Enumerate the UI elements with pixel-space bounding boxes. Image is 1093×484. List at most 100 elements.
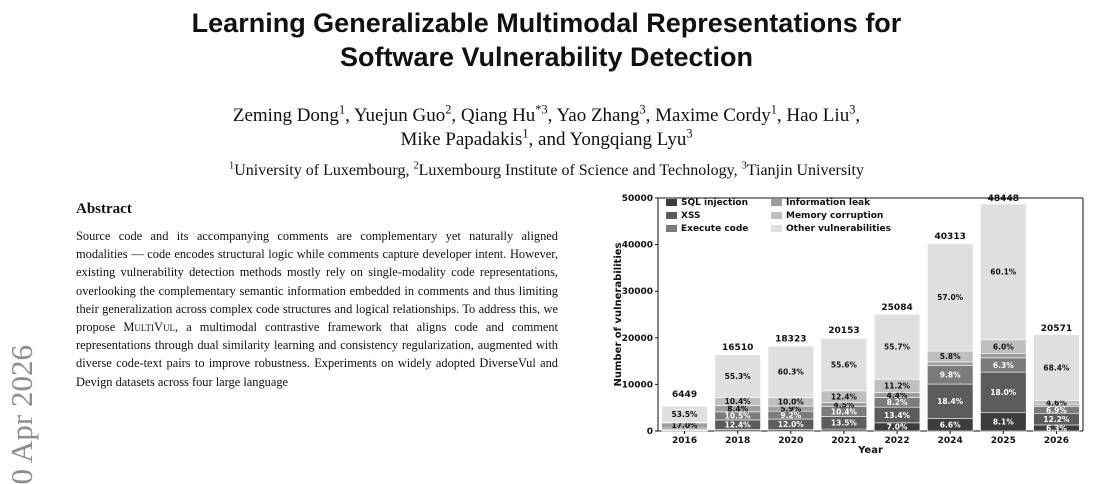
data-label: 4.5% [834,400,855,409]
author-separator: , and [528,129,570,150]
author-name: Yuejun Guo [353,105,446,126]
x-tick-label: 2016 [672,436,697,446]
data-label: 10.0% [778,398,805,407]
total-label: 18323 [775,335,806,345]
data-label: 10.4% [831,407,858,416]
data-label: 68.4% [1043,363,1070,372]
affil-marker: 2 [413,160,419,172]
data-label: 8.2% [887,398,908,407]
data-label: 12.4% [725,420,752,429]
legend-swatch [771,225,782,232]
bar-segment [927,361,974,366]
total-label: 40313 [935,232,966,242]
total-label: 20153 [828,326,859,336]
y-axis-label: Number of vulnerabilities [613,242,624,386]
bar-segment [980,371,1027,414]
author-affil-marker: 3 [639,102,646,117]
affil-marker: 3 [741,160,747,172]
author-name: Zeming Dong [232,105,339,126]
author-affil-marker: 1 [770,102,777,117]
total-label: 48448 [988,194,1019,204]
data-label: 4.6% [1046,398,1067,407]
y-tick-label: 0 [647,427,653,437]
bar-segment [873,313,921,380]
author-line-2: Mike Papadakis1, and Yongqiang Lyu3 [0,126,1093,152]
author-affil-marker: 3 [686,126,693,141]
data-label: 9.8% [940,371,961,380]
data-label: 6.3% [1046,424,1067,433]
author-separator: , [547,105,557,126]
y-tick-label: 30000 [622,287,653,297]
bar-segment [1033,334,1080,401]
bar-segment [661,405,708,423]
affil-separator: , [733,162,742,179]
y-tick-label: 20000 [622,334,653,344]
method-name: MultiVul [123,320,175,335]
bar-segment [980,203,1027,341]
legend-label: Execute code [681,224,748,234]
author-name: Yongqiang Lyu [569,129,687,150]
paper-title: Learning Generalizable Multimodal Repres… [0,6,1093,74]
abstract-text-part: , a multimodal contrastive framework tha… [76,320,558,389]
x-tick-label: 2021 [831,436,856,446]
bar-segment [820,338,868,392]
data-label: 11.2% [884,382,911,391]
affiliation-name: Luxembourg Institute of Science and Tech… [418,162,734,179]
x-tick-label: 2025 [991,436,1016,446]
data-label: 5.9% [780,404,801,413]
y-tick-label: 10000 [622,380,653,390]
affiliation-name: University of Luxembourg [234,162,406,179]
data-label: 18.4% [937,397,964,406]
bar-segment [927,243,974,352]
author-name: Hao Liu [786,105,850,126]
author-affil-marker: *3 [535,102,548,117]
data-label: 12.0% [778,420,805,429]
data-label: 55.6% [831,360,858,369]
vulnerability-chart-figure: 0 10000 20000 30000 40000 50000 Number of vuln… [598,188,1093,458]
author-affil-marker: 2 [445,102,452,117]
author-name: Maxime Cordy [655,105,771,126]
legend-swatch [771,212,782,219]
stacked-bar-chart: 0 10000 20000 30000 40000 50000 Number of vuln… [613,194,1084,456]
data-label: 12.4% [831,392,858,401]
author-affil-marker: 1 [338,102,346,117]
legend-swatch [666,199,677,206]
legend-label: XSS [681,211,701,221]
data-label: 13.4% [884,411,911,420]
affiliation-list: 1University of Luxembourg, 2Luxembourg I… [0,161,1093,181]
x-tick-label: 2022 [885,436,910,446]
data-label: 7.0% [887,423,908,432]
title-line-1: Learning Generalizable Multimodal Repres… [191,8,902,38]
x-axis-label: Year [857,445,883,456]
data-label: 60.1% [990,268,1017,277]
legend-label: Memory corruption [786,211,883,221]
data-label: 6.0% [993,342,1014,351]
author-name: Yao Zhang [556,105,640,126]
bar-segment [927,383,974,419]
author-separator: , [645,105,656,126]
x-tick-label: 2024 [938,436,963,446]
total-label: 6449 [672,390,697,400]
total-label: 16510 [722,343,753,353]
data-label: 12.2% [1043,415,1070,424]
data-label: 6.3% [993,361,1014,370]
data-label: 10.5% [725,412,752,421]
arxiv-date-stamp: 30 Apr 2026 [0,290,40,484]
x-tick-label: 2020 [778,436,803,446]
legend-label: Other vulnerabilities [786,224,891,234]
legend-swatch [666,212,677,219]
bar-segment [980,353,1027,359]
abstract-text: Source code and its accompanying comment… [76,227,558,391]
y-tick-label: 50000 [622,194,653,204]
data-label: 10.4% [725,397,752,406]
author-separator: , [345,105,354,126]
title-line-2: Software Vulnerability Detection [339,42,754,72]
side-date-text: 30 Apr 2026 [4,345,39,484]
data-label: 9.2% [780,411,801,420]
legend-label: SQL injection [681,198,748,208]
bar-segment [767,345,814,398]
author-line-1: Zeming Dong1, Yuejun Guo2, Qiang Hu*3, Y… [0,102,1093,128]
x-tick-label: 2026 [1044,436,1069,446]
legend-label: Information leak [786,198,871,208]
legend-swatch [771,199,782,206]
